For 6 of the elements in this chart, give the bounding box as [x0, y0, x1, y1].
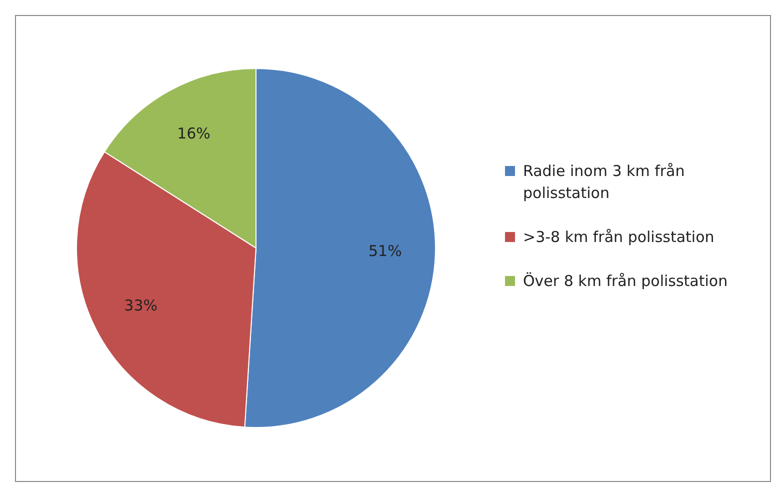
legend-label: Över 8 km från polisstation: [523, 271, 728, 292]
data-label: 51%: [368, 242, 402, 260]
data-label: 16%: [177, 124, 210, 143]
legend-label: Radie inom 3 km från polisstation: [523, 161, 686, 204]
data-label: 33%: [124, 296, 158, 315]
legend-label: >3-8 km från polisstation: [523, 227, 714, 248]
